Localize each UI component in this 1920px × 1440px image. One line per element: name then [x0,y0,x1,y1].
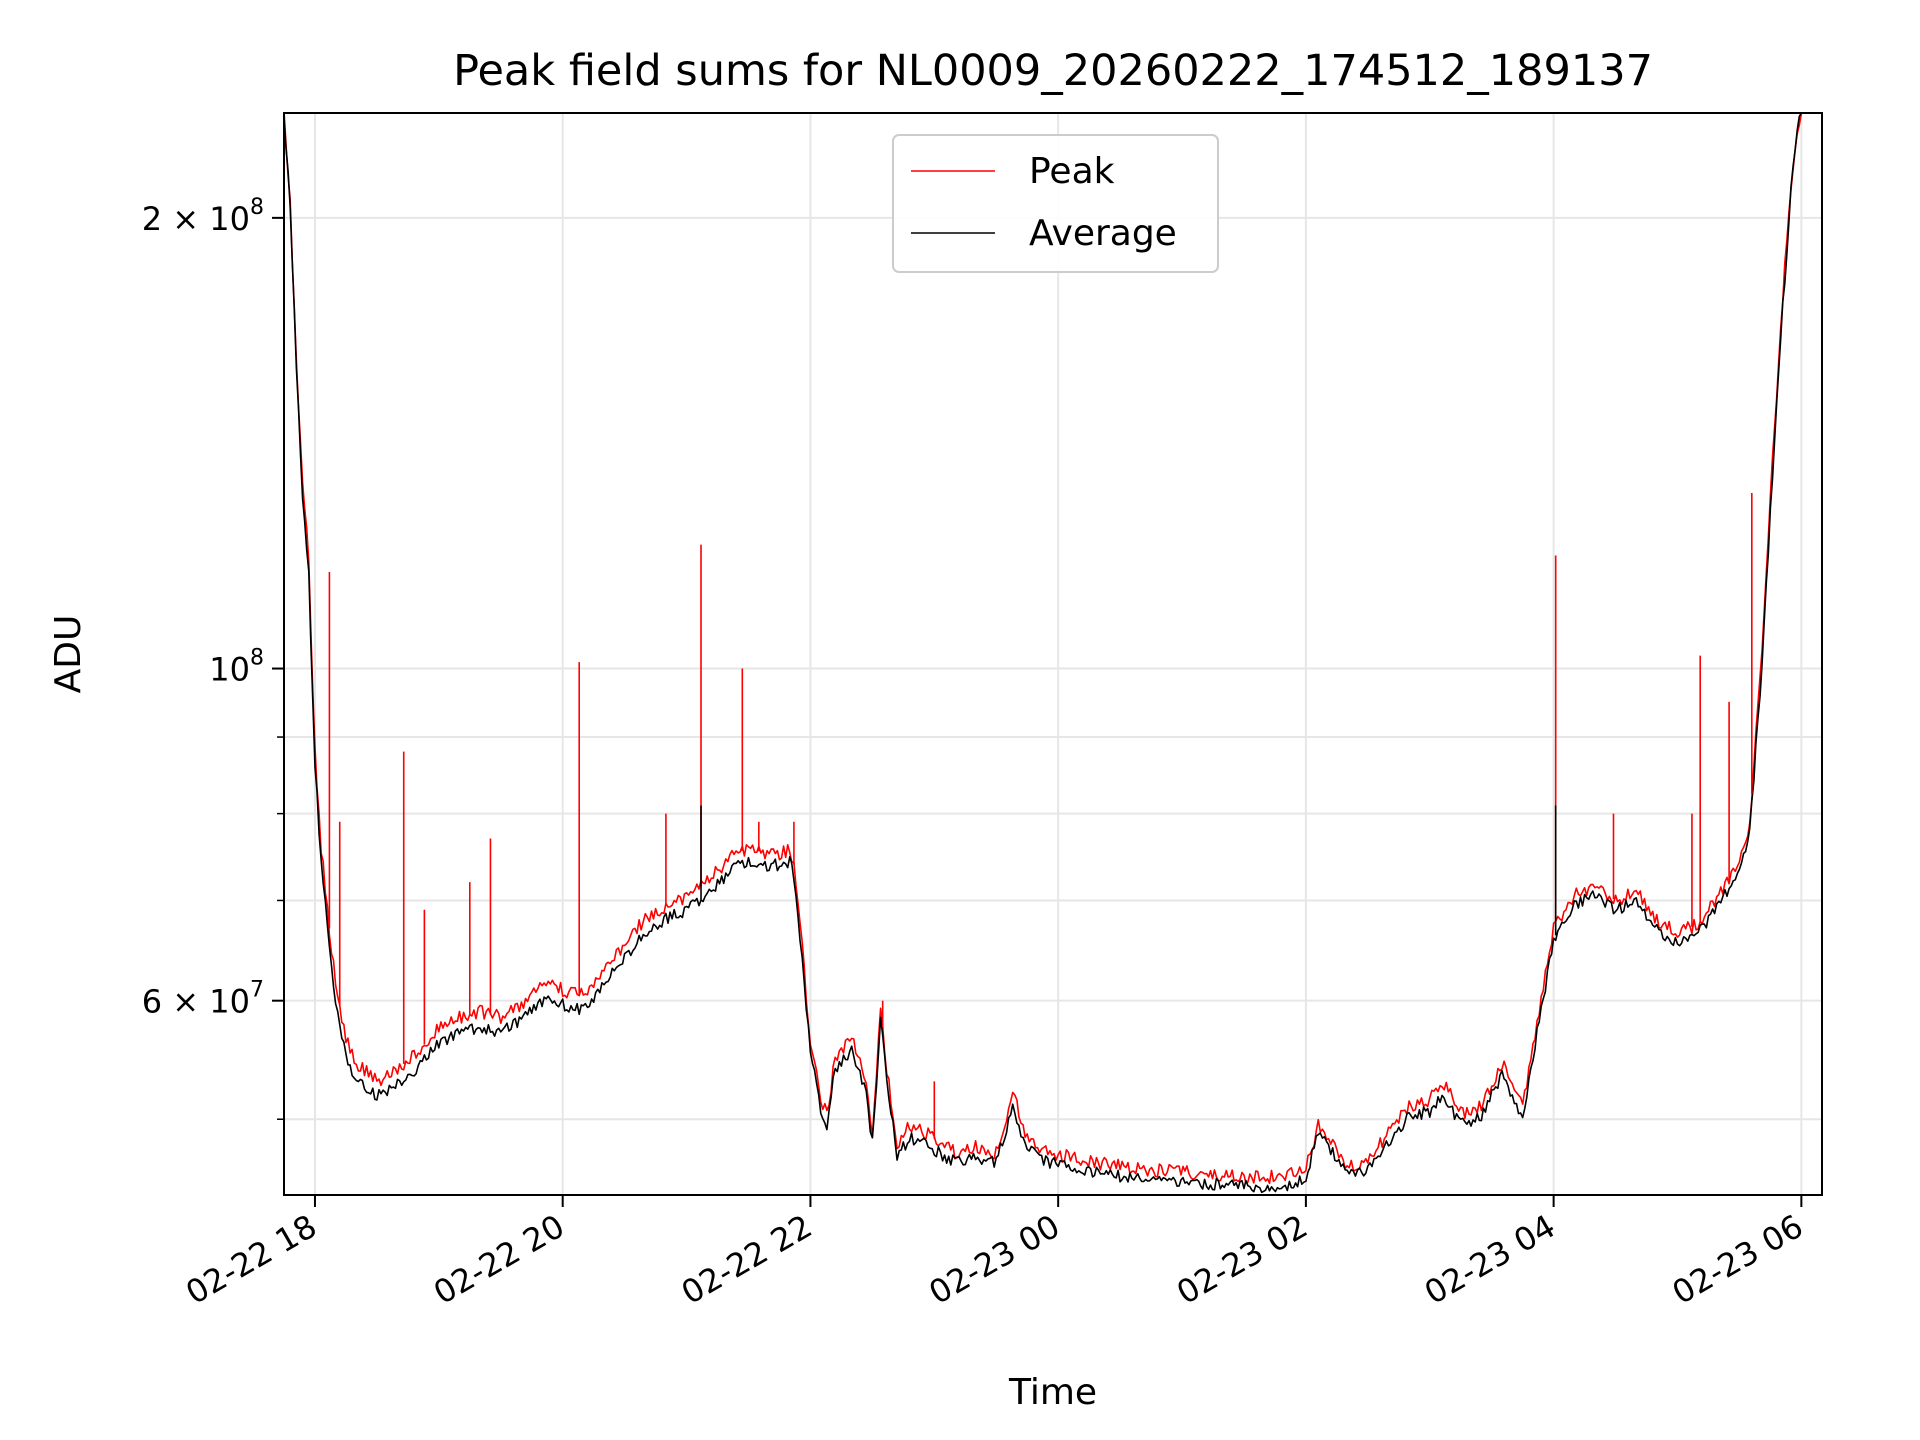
x-axis-title: Time [1008,1372,1097,1413]
legend-label-average: Average [1029,213,1177,254]
legend-label-peak: Peak [1029,151,1115,192]
series-line-average [284,113,1803,1194]
chart-title: Peak field sums for NL0009_20260222_1745… [453,46,1653,96]
legend: Peak Average [892,134,1219,273]
plot-series-group [284,113,1803,1194]
y-tick-label: 6 × 107 [142,978,264,1021]
axes-frame [283,112,1823,1196]
y-tick-label: 2 × 108 [142,195,264,238]
legend-box [892,134,1219,273]
y-tick-label: 108 [209,646,264,689]
plot-area [284,113,1803,1194]
series-line-peak [284,113,1803,1185]
grid [284,113,1822,1195]
y-axis-title: ADU [48,615,89,694]
